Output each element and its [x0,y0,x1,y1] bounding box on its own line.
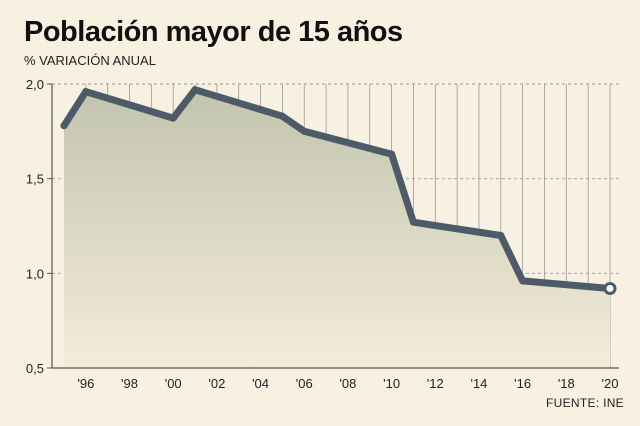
data-point [409,218,417,226]
x-tick-label: '18 [558,376,575,391]
data-point [300,127,308,135]
axes [47,83,619,369]
data-point [82,88,90,96]
end-point-marker [603,281,617,295]
x-tick-label: '14 [470,376,487,391]
x-tick-label: '06 [296,376,313,391]
source-note: FUENTE: INE [546,396,624,410]
x-tick-label: '00 [165,376,182,391]
x-tick-labels: '96 '98 '00 '02 '04 '06 '08 '10 '12 '14 '16 '18 '20 [77,376,618,391]
y-tick-label: 1,0 [26,266,44,281]
x-tick-label: '96 [77,376,94,391]
data-point [497,231,505,239]
data-point [278,112,286,120]
x-tick-label: '02 [208,376,225,391]
data-point [388,150,396,158]
x-tick-label: '04 [252,376,269,391]
area-fill [64,89,610,369]
y-tick-label: 2,0 [26,77,44,92]
data-points [60,86,614,292]
y-tick-label: 1,5 [26,172,44,187]
y-tick-labels: 0,5 1,0 1,5 2,0 [26,77,44,376]
chart-subtitle: % VARIACIÓN ANUAL [24,53,156,68]
x-tick-label: '10 [383,376,400,391]
y-tick-label: 0,5 [26,361,44,376]
x-tick-label: '08 [339,376,356,391]
data-point [169,114,177,122]
x-tick-label: '16 [514,376,531,391]
data-point [191,86,199,94]
x-tick-label: '12 [427,376,444,391]
x-tick-label: '20 [602,376,619,391]
data-point [519,277,527,285]
data-point [60,122,68,130]
chart-title: Población mayor de 15 años [24,16,403,48]
x-tick-label: '98 [121,376,138,391]
